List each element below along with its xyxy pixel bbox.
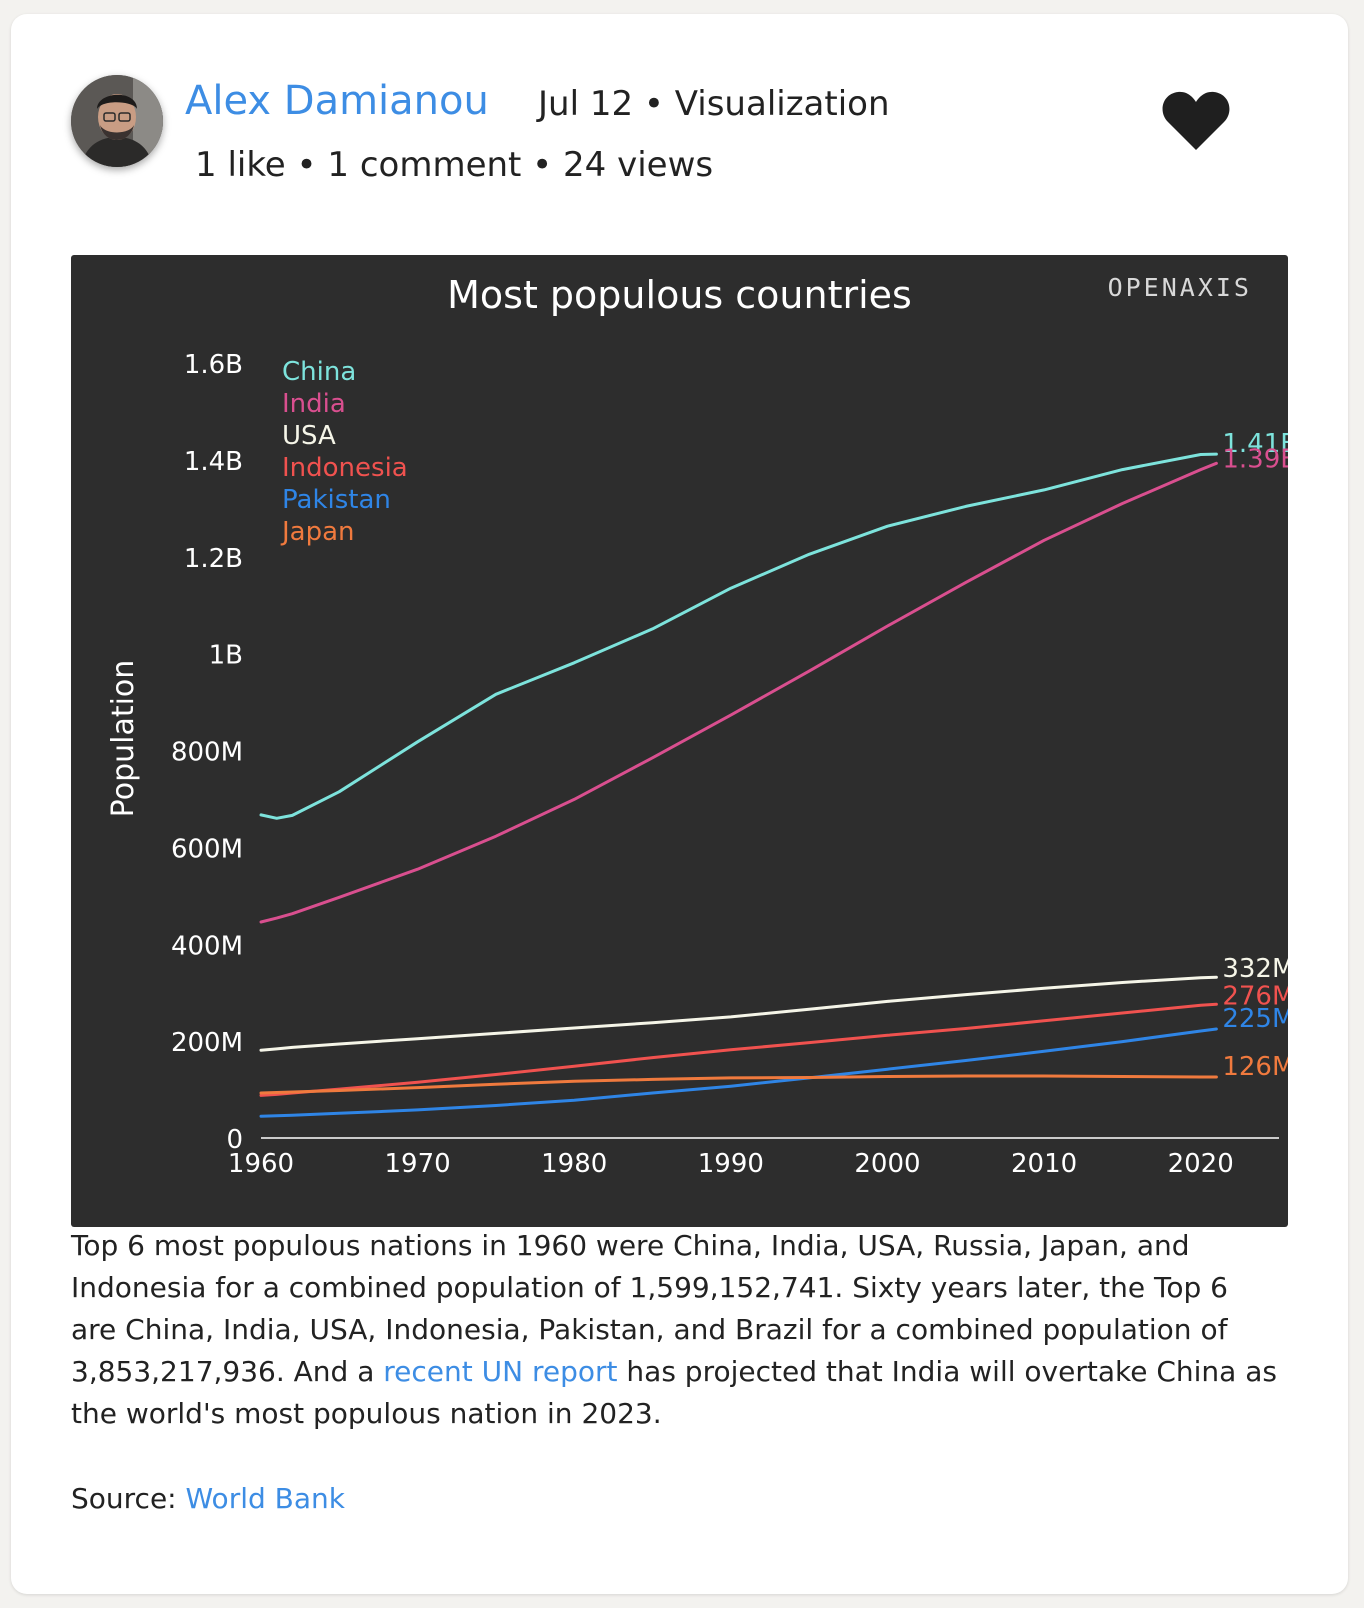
post-stats: 1 like • 1 comment • 24 views <box>195 145 714 185</box>
x-tick-label: 1970 <box>385 1149 451 1179</box>
source-label: Source: <box>71 1482 186 1515</box>
x-tick-label: 2010 <box>1011 1149 1077 1179</box>
un-report-link[interactable]: recent UN report <box>383 1355 618 1388</box>
legend-entry: China <box>282 357 356 387</box>
series-line-indonesia <box>259 1002 1218 1097</box>
series-line-india <box>259 461 1218 924</box>
post-description: Top 6 most populous nations in 1960 were… <box>71 1225 1281 1435</box>
series-line-china <box>259 452 1218 820</box>
heart-icon[interactable] <box>1160 86 1232 152</box>
y-tick-label: 1.6B <box>184 350 243 380</box>
end-value-label: 1.39B <box>1222 444 1288 474</box>
end-value-label: 126M <box>1222 1052 1288 1082</box>
description-text-end: has projected that India will overtake C… <box>71 1355 1277 1430</box>
series-line-pakistan <box>259 1027 1218 1118</box>
author-avatar[interactable] <box>71 75 163 167</box>
end-value-label: 332M <box>1222 954 1288 984</box>
end-value-label: 276M <box>1222 981 1288 1011</box>
y-tick-label: 200M <box>171 1028 243 1058</box>
post-date-category: Jul 12 • Visualization <box>538 84 890 124</box>
x-tick-label: 2020 <box>1168 1149 1234 1179</box>
end-value-label: 225M <box>1222 1004 1288 1034</box>
legend-entry: Pakistan <box>282 485 391 515</box>
legend-entry: USA <box>282 421 336 451</box>
x-tick-label: 2000 <box>854 1149 920 1179</box>
y-tick-label: 800M <box>171 738 243 768</box>
y-tick-label: 1.2B <box>184 544 243 574</box>
line-chart: 0 200M 400M 600M 800M 1B 1.2B 1.4B 1.6B 1960 1970 1… <box>106 350 1288 1179</box>
series-line-japan <box>259 1074 1218 1095</box>
legend-entry: Indonesia <box>282 453 408 483</box>
source-line: Source: World Bank <box>71 1482 345 1515</box>
chart-title: Most populous countries <box>447 273 912 317</box>
y-tick-label: 400M <box>171 931 243 961</box>
y-axis-label: Population <box>106 660 141 818</box>
legend-entry: India <box>282 389 346 419</box>
brand-logo: OPENAXIS <box>1107 273 1252 302</box>
legend-entry: Japan <box>280 517 355 547</box>
x-tick-label: 1980 <box>541 1149 607 1179</box>
y-tick-label: 1.4B <box>184 447 243 477</box>
end-value-label: 1.41B <box>1222 429 1288 459</box>
y-tick-label: 0 <box>226 1125 243 1155</box>
x-tick-label: 1990 <box>698 1149 764 1179</box>
source-link[interactable]: World Bank <box>185 1482 345 1515</box>
y-tick-label: 1B <box>209 641 243 671</box>
description-text-start: Top 6 most populous nations in 1960 were… <box>71 1229 1228 1388</box>
series-line-usa <box>259 975 1218 1052</box>
y-tick-label: 600M <box>171 834 243 864</box>
chart-container: 0 200M 400M 600M 800M 1B 1.2B 1.4B 1.6B 1960 1970 1… <box>71 255 1288 1227</box>
author-name-link[interactable]: Alex Damianou <box>185 78 489 124</box>
x-tick-label: 1960 <box>228 1149 294 1179</box>
